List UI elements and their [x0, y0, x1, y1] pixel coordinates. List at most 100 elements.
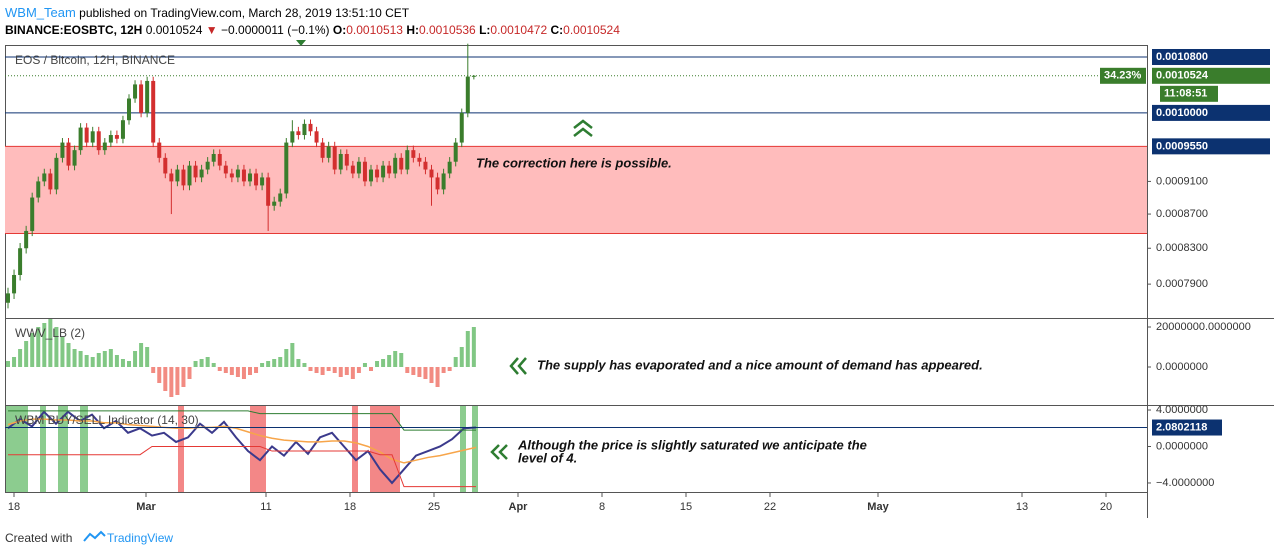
candle-body — [30, 197, 35, 231]
candle-body — [248, 173, 252, 182]
bar — [435, 367, 440, 387]
bar — [72, 349, 77, 367]
bar — [399, 353, 404, 367]
y-tick-label: 4.0000000 — [1156, 404, 1208, 416]
author[interactable]: WBM_Team — [5, 5, 76, 20]
candle-body — [459, 112, 464, 143]
bar — [48, 319, 53, 367]
bar — [175, 367, 180, 395]
bar — [193, 361, 198, 367]
marker — [296, 40, 306, 46]
bar — [36, 327, 41, 367]
annotation: Although the price is slightly saturated… — [517, 437, 867, 452]
candle-body — [338, 153, 343, 170]
bar — [199, 359, 204, 367]
bar — [296, 359, 301, 367]
candle-body — [24, 230, 29, 249]
bar — [241, 367, 246, 379]
level-label: 0.0010000 — [1156, 107, 1208, 119]
candle-body — [320, 142, 325, 158]
quote-line: BINANCE:EOSBTC, 12H 0.0010524 ▼ −0.00000… — [5, 22, 620, 39]
bar — [133, 351, 138, 367]
bar — [127, 361, 131, 367]
countdown-bg — [1160, 85, 1218, 102]
candle-body — [314, 131, 319, 143]
candle-body — [296, 131, 301, 136]
bar — [314, 367, 319, 373]
pane-title: WBM BUY/SELL Indicator (14, 30) — [15, 413, 199, 427]
candle-body — [127, 98, 131, 121]
arrow: ▼ — [205, 23, 218, 37]
percent-label-bg — [1100, 67, 1146, 84]
bar — [145, 347, 150, 367]
candle-body — [429, 169, 434, 178]
bar — [266, 361, 271, 367]
pane-title: WWV_LB (2) — [15, 326, 85, 340]
bar — [362, 363, 367, 367]
level-label-bg — [1152, 104, 1270, 121]
bar — [393, 351, 398, 367]
bar — [326, 367, 331, 371]
bar — [302, 363, 307, 367]
footer-brand[interactable]: TradingView — [107, 531, 173, 545]
indicator-line — [7, 410, 477, 485]
candle-body — [42, 173, 47, 182]
last-price-label: 0.0010524 — [1156, 70, 1209, 82]
x-tick-label: 8 — [599, 501, 605, 513]
annotation: level of 4. — [518, 450, 577, 465]
candle-body — [145, 80, 150, 113]
up-arrow — [573, 119, 593, 129]
candle-body — [447, 161, 452, 174]
bar — [18, 349, 23, 367]
zone-label: 0.0009550 — [1156, 140, 1208, 152]
last-price-label-bg — [1152, 67, 1270, 84]
candle-body — [78, 127, 83, 151]
candle-body — [356, 161, 361, 174]
candle-body — [6, 293, 10, 303]
candle-body — [217, 153, 222, 166]
buy-zone — [460, 406, 466, 492]
bar — [248, 367, 252, 375]
candle-body — [223, 165, 228, 174]
bar — [290, 343, 295, 367]
value-label-bg — [1152, 419, 1222, 436]
candle-body — [84, 127, 89, 143]
candle-body — [72, 150, 77, 166]
left-arrow — [490, 444, 500, 460]
bar — [42, 323, 47, 367]
bar — [260, 363, 265, 367]
last: 0.0010524 — [145, 23, 203, 37]
bar — [108, 349, 113, 367]
candle-body — [254, 173, 259, 186]
candle-body — [241, 169, 246, 182]
candle-body — [411, 150, 416, 158]
header-line: WBM_Team published on TradingView.com, M… — [5, 4, 620, 22]
zone — [5, 146, 1147, 234]
y-tick-label: 20000000.0000000 — [1156, 321, 1251, 333]
o-label: O: — [332, 23, 347, 37]
candle-body — [102, 142, 107, 151]
annotation: The correction here is possible. — [476, 155, 672, 170]
bar — [169, 367, 174, 397]
bar — [369, 367, 373, 371]
bar — [272, 359, 277, 367]
candle-body — [90, 131, 95, 143]
bar — [139, 343, 144, 367]
candle-body — [60, 142, 65, 158]
candle-body — [114, 135, 119, 139]
x-tick-label: 25 — [428, 501, 440, 513]
bar — [308, 367, 313, 371]
x-tick-label: 22 — [764, 501, 776, 513]
bar — [120, 359, 125, 367]
buy-zone — [472, 406, 478, 492]
bar — [344, 367, 349, 375]
candle-body — [36, 181, 41, 198]
candle-body — [181, 169, 186, 186]
candle-body — [193, 165, 198, 178]
close: 0.0010524 — [563, 23, 620, 37]
bar — [417, 367, 422, 377]
bar — [405, 367, 410, 373]
bar — [235, 367, 240, 377]
frame — [5, 45, 1274, 518]
candle-body — [157, 142, 162, 158]
